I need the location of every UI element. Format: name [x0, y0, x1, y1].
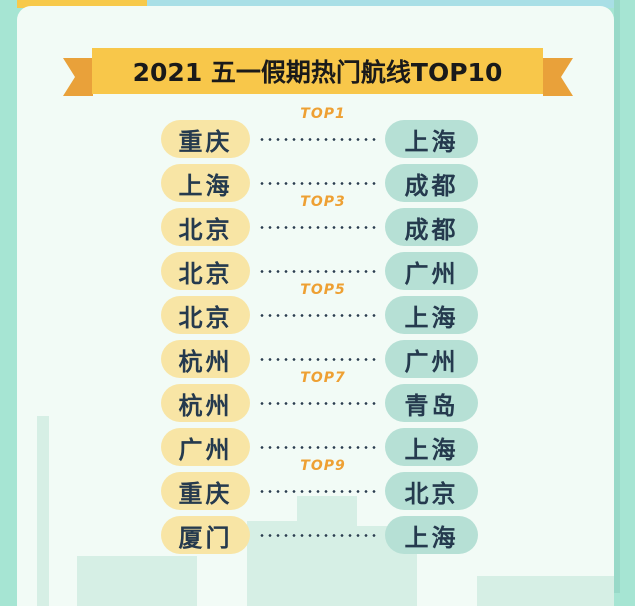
rank-label: TOP1: [300, 106, 346, 122]
skyline-building: [77, 556, 197, 606]
top-strip-yellow: [17, 0, 147, 8]
destination-city: 广州: [385, 340, 478, 378]
origin-city: 重庆: [161, 120, 250, 158]
route-row: 重庆 TOP1 上海: [0, 106, 635, 160]
skyline-tower: [37, 416, 49, 606]
rank-label: TOP9: [300, 458, 346, 474]
origin-city: 杭州: [161, 340, 250, 378]
skyline-building: [477, 576, 614, 606]
route-row: 杭州 广州: [0, 340, 635, 380]
origin-city: 重庆: [161, 472, 250, 510]
destination-city: 成都: [385, 208, 478, 246]
destination-city: 青岛: [385, 384, 478, 422]
skyline-building: [297, 496, 357, 606]
destination-city: 广州: [385, 252, 478, 290]
origin-city: 北京: [161, 252, 250, 290]
rank-label: TOP7: [300, 370, 346, 386]
dotted-connector: [258, 138, 380, 141]
dotted-connector: [258, 490, 380, 493]
dotted-connector: [258, 226, 380, 229]
destination-city: 北京: [385, 472, 478, 510]
origin-city: 上海: [161, 164, 250, 202]
route-row: 厦门 上海: [0, 516, 635, 556]
rank-label: TOP3: [300, 194, 346, 210]
destination-city: 成都: [385, 164, 478, 202]
card: [17, 6, 614, 606]
route-row: 北京 TOP5 上海: [0, 282, 635, 336]
destination-city: 上海: [385, 296, 478, 334]
route-row: 杭州 TOP7 青岛: [0, 370, 635, 424]
origin-city: 北京: [161, 296, 250, 334]
dotted-connector: [258, 402, 380, 405]
dotted-connector: [258, 446, 380, 449]
dotted-connector: [258, 182, 380, 185]
dotted-connector: [258, 534, 380, 537]
dotted-connector: [258, 358, 380, 361]
route-row: 北京 广州: [0, 252, 635, 292]
route-row: 上海 成都: [0, 164, 635, 204]
destination-city: 上海: [385, 428, 478, 466]
route-row: 重庆 TOP9 北京: [0, 458, 635, 512]
origin-city: 广州: [161, 428, 250, 466]
rank-label: TOP5: [300, 282, 346, 298]
destination-city: 上海: [385, 120, 478, 158]
dotted-connector: [258, 270, 380, 273]
page-title: 2021 五一假期热门航线TOP10: [92, 48, 543, 94]
route-row: 北京 TOP3 成都: [0, 194, 635, 248]
right-edge: [614, 0, 620, 593]
destination-city: 上海: [385, 516, 478, 554]
origin-city: 北京: [161, 208, 250, 246]
origin-city: 杭州: [161, 384, 250, 422]
dotted-connector: [258, 314, 380, 317]
origin-city: 厦门: [161, 516, 250, 554]
top-strip-blue: [147, 0, 617, 8]
route-row: 广州 上海: [0, 428, 635, 468]
